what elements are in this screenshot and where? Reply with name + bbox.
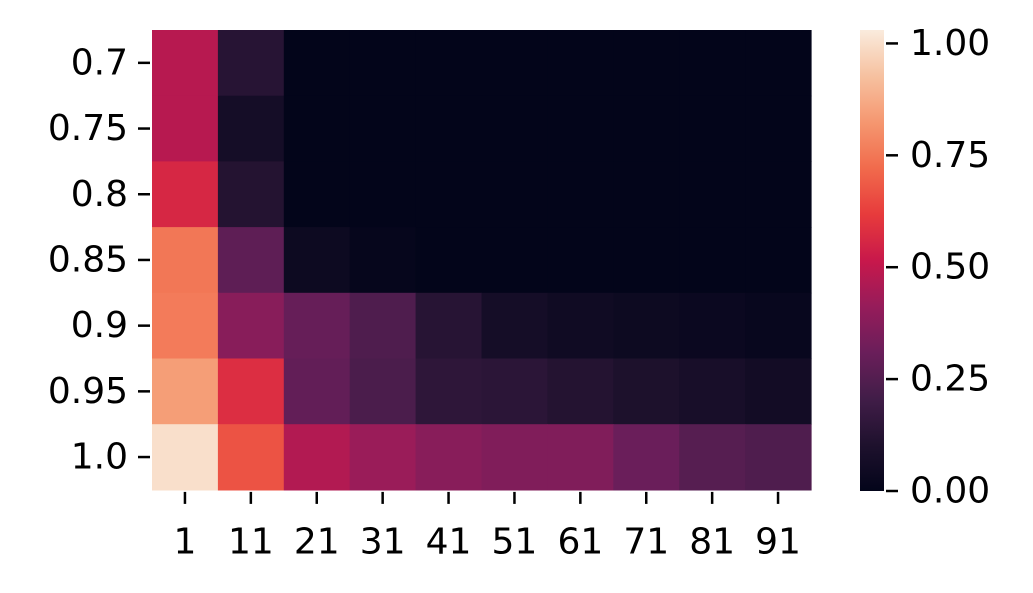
heatmap-cell: [613, 424, 680, 491]
heatmap-cell: [613, 161, 680, 228]
heatmap-cell: [349, 161, 417, 228]
y-tick-label: 1.0: [71, 437, 128, 478]
heatmap-cell: [547, 227, 614, 294]
heatmap-cell: [745, 30, 812, 97]
heatmap-cell: [679, 95, 746, 162]
heatmap-cell: [415, 95, 483, 162]
heatmap-cell: [152, 95, 219, 162]
x-tick-label: 21: [294, 521, 340, 562]
heatmap-cell: [679, 292, 746, 360]
colorbar-axis: 0.00 0.25 0.50 0.75 1.00: [886, 23, 990, 512]
heatmap-cell: [152, 227, 219, 294]
heatmap-cell: [547, 358, 614, 425]
heatmap-cell: [217, 358, 285, 425]
heatmap-cell: [415, 358, 483, 425]
heatmap-cell: [152, 30, 219, 97]
heatmap-cell: [481, 95, 548, 162]
heatmap-cell: [679, 358, 746, 425]
heatmap-cell: [217, 227, 285, 294]
y-axis: 0.7 0.75 0.8 0.85 0.9 0.95 1.0: [48, 42, 150, 478]
heatmap-cell: [152, 161, 219, 228]
heatmap-cell: [283, 358, 351, 425]
heatmap-cells: [152, 30, 812, 491]
x-tick-label: 41: [426, 521, 472, 562]
heatmap-cell: [152, 424, 219, 491]
heatmap-cell: [745, 227, 812, 294]
colorbar-tick-label: 0.00: [910, 471, 990, 512]
x-tick-label: 11: [228, 521, 274, 562]
y-tick-label: 0.95: [48, 371, 128, 412]
heatmap-cell: [481, 358, 548, 425]
heatmap-cell: [283, 227, 351, 294]
heatmap-cell: [613, 292, 680, 360]
y-tick-label: 0.9: [71, 305, 128, 346]
x-tick-label: 61: [557, 521, 603, 562]
heatmap-cell: [283, 292, 351, 360]
heatmap-cell: [152, 358, 219, 425]
heatmap-cell: [613, 358, 680, 425]
x-tick-label: 81: [689, 521, 735, 562]
colorbar-tick-label: 0.75: [910, 135, 990, 176]
heatmap-cell: [152, 292, 219, 360]
heatmap-cell: [547, 292, 614, 360]
heatmap-cell: [217, 161, 285, 228]
heatmap-cell: [349, 424, 417, 491]
heatmap-cell: [547, 424, 614, 491]
heatmap-cell: [679, 227, 746, 294]
y-tick-label: 0.75: [48, 108, 128, 149]
heatmap-cell: [745, 95, 812, 162]
x-tick-label: 1: [173, 521, 196, 562]
x-tick-label: 71: [623, 521, 669, 562]
x-tick-label: 31: [360, 521, 406, 562]
heatmap-cell: [679, 30, 746, 97]
heatmap-cell: [547, 30, 614, 97]
heatmap-cell: [415, 227, 483, 294]
heatmap-cell: [481, 292, 548, 360]
heatmap-cell: [349, 95, 417, 162]
heatmap-cell: [679, 424, 746, 491]
heatmap-cell: [217, 30, 285, 97]
heatmap-cell: [283, 161, 351, 228]
heatmap-cell: [349, 30, 417, 97]
heatmap-cell: [679, 161, 746, 228]
heatmap-cell: [613, 227, 680, 294]
heatmap-cell: [349, 358, 417, 425]
heatmap-cell: [217, 292, 285, 360]
heatmap-cell: [745, 424, 812, 491]
heatmap-cell: [415, 424, 483, 491]
heatmap-cell: [745, 161, 812, 228]
heatmap-cell: [547, 161, 614, 228]
heatmap-cell: [283, 95, 351, 162]
heatmap-cell: [283, 30, 351, 97]
y-tick-label: 0.7: [71, 42, 128, 83]
heatmap-cell: [415, 161, 483, 228]
heatmap-cell: [481, 227, 548, 294]
colorbar-tick-label: 0.25: [910, 359, 990, 400]
heatmap-cell: [415, 30, 483, 97]
heatmap-cell: [547, 95, 614, 162]
heatmap-cell: [745, 358, 812, 425]
heatmap-cell: [481, 161, 548, 228]
heatmap-cell: [415, 292, 483, 360]
heatmap-cell: [613, 30, 680, 97]
colorbar: [860, 30, 884, 491]
heatmap-cell: [217, 424, 285, 491]
heatmap-cell: [217, 95, 285, 162]
heatmap-cell: [745, 292, 812, 360]
y-tick-label: 0.8: [71, 174, 128, 215]
heatmap-cell: [349, 292, 417, 360]
y-tick-label: 0.85: [48, 239, 128, 280]
x-tick-label: 91: [755, 521, 801, 562]
x-axis: 1 11 21 31 41 51 61 71 81 91: [173, 491, 801, 562]
heatmap-cell: [349, 227, 417, 294]
colorbar-tick-label: 0.50: [910, 247, 990, 288]
heatmap-cell: [613, 95, 680, 162]
x-tick-label: 51: [492, 521, 538, 562]
heatmap-cell: [283, 424, 351, 491]
heatmap-cell: [481, 424, 548, 491]
colorbar-tick-label: 1.00: [910, 23, 990, 64]
heatmap-cell: [481, 30, 548, 97]
